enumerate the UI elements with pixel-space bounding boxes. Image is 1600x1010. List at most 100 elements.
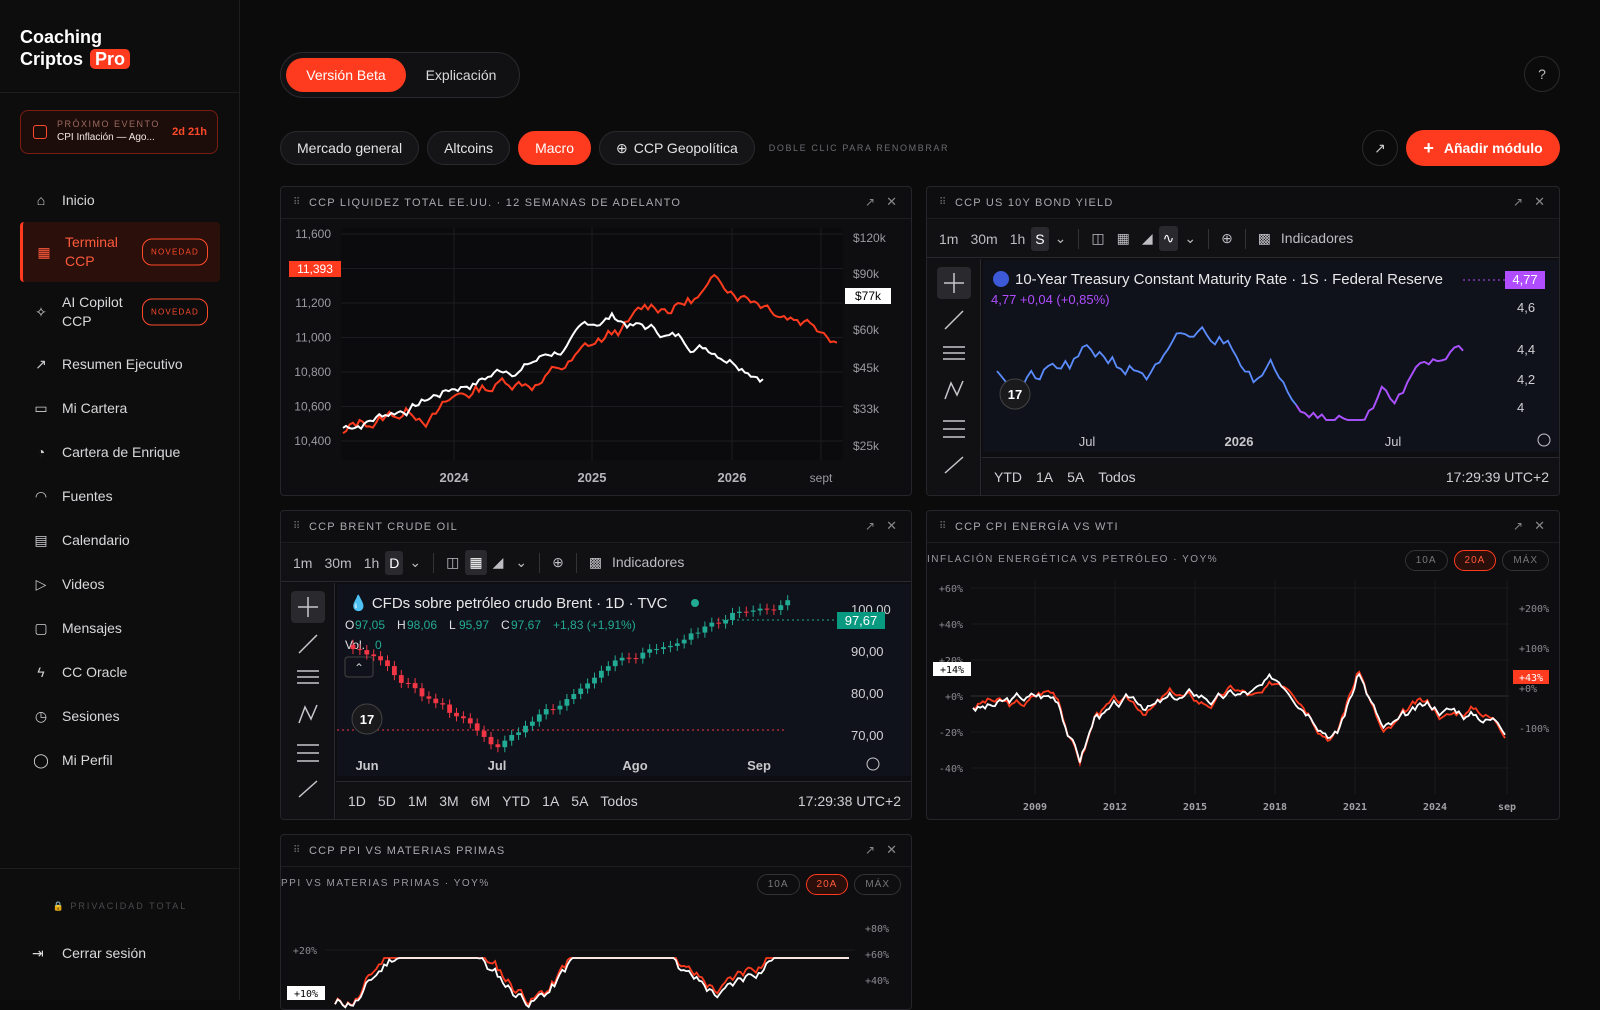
range-ytd[interactable]: YTD xyxy=(502,792,531,809)
brush-icon[interactable] xyxy=(944,456,964,474)
range-5d[interactable]: 5D xyxy=(377,792,396,809)
range-10a[interactable]: 10A xyxy=(1404,550,1448,571)
drag-handle-icon[interactable]: ⠿ xyxy=(293,845,300,856)
panel-header[interactable]: ⠿ CCP BRENT CRUDE OIL ↗ ✕ xyxy=(281,511,911,543)
sidebar-item-calendar[interactable]: ▤ Calendario xyxy=(20,518,220,562)
logout-button[interactable]: ⇥ Cerrar sesión xyxy=(32,945,146,962)
close-icon[interactable]: ✕ xyxy=(886,194,897,209)
line-icon[interactable]: ∿ xyxy=(1158,226,1179,251)
interval-1m[interactable]: 1m xyxy=(293,554,313,571)
tab-altcoins[interactable]: Altcoins xyxy=(427,131,511,165)
interval-30m[interactable]: 30m xyxy=(324,554,352,571)
bond-yield-chart[interactable]: 10-Year Treasury Constant Maturity Rate … xyxy=(983,260,1560,452)
panel-header[interactable]: ⠿ CCP LIQUIDEZ TOTAL EE.UU. · 12 SEMANAS… xyxy=(281,187,911,219)
tab-ccp-geopolítica[interactable]: ⊕ CCP Geopolítica xyxy=(599,131,755,165)
range-max[interactable]: MÁX xyxy=(854,874,901,895)
range-ytd[interactable]: YTD xyxy=(994,468,1022,485)
sidebar-item-play[interactable]: ▷ Videos xyxy=(20,562,220,606)
area-icon[interactable]: ◢ xyxy=(1141,230,1153,246)
range-1a[interactable]: 1A xyxy=(542,792,560,809)
sidebar-item-pie[interactable]: ◔ Cartera de Enrique xyxy=(20,430,220,474)
range-5a[interactable]: 5A xyxy=(571,792,589,809)
explain-tab[interactable]: Explicación xyxy=(425,67,497,83)
interval-1h[interactable]: 1h xyxy=(363,554,380,571)
expand-icon[interactable]: ↗ xyxy=(1512,195,1523,209)
range-6m[interactable]: 6M xyxy=(470,792,491,809)
add-indicator-icon[interactable]: ⊕ xyxy=(552,554,564,570)
add-indicator-icon[interactable]: ⊕ xyxy=(1221,230,1233,246)
range-20a[interactable]: 20A xyxy=(805,874,849,895)
brand-logo[interactable]: Coaching Criptos Pro xyxy=(20,26,131,70)
fullscreen-button[interactable]: ↗ xyxy=(1362,130,1398,166)
bars-icon[interactable]: ◫ xyxy=(446,554,460,570)
candles-icon[interactable]: ▦ xyxy=(465,550,487,575)
add-module-button[interactable]: + Añadir módulo xyxy=(1406,130,1560,166)
brent-chart[interactable]: 💧 CFDs sobre petróleo crudo Brent · 1D ·… xyxy=(337,584,912,776)
next-event-card[interactable]: PRÓXIMO EVENTO CPI Inflación — Ago... 2d… xyxy=(20,110,218,154)
panel-header[interactable]: ⠿ CCP PPI VS MATERIAS PRIMAS ↗ ✕ xyxy=(281,835,911,867)
tab-mercado-general[interactable]: Mercado general xyxy=(280,131,420,165)
sidebar-item-message[interactable]: ▢ Mensajes xyxy=(20,606,220,650)
chevron-down-icon[interactable]: ⌄ xyxy=(1054,230,1067,246)
close-icon[interactable]: ✕ xyxy=(886,518,897,533)
ppi-chart[interactable]: +20%+80%+60%+40%+10%+17% xyxy=(281,898,912,1010)
sidebar-item-bolt[interactable]: ϟ CC Oracle xyxy=(20,650,220,694)
close-icon[interactable]: ✕ xyxy=(1534,194,1545,209)
tab-macro[interactable]: Macro xyxy=(518,131,591,165)
range-max[interactable]: MÁX xyxy=(1502,550,1549,571)
sidebar-item-user[interactable]: ◯ Mi Perfil xyxy=(20,738,220,782)
panel-header[interactable]: ⠿ CCP US 10Y BOND YIELD ↗ ✕ xyxy=(927,187,1559,219)
chevron-down-icon[interactable]: ⌄ xyxy=(515,554,528,570)
settings-icon[interactable] xyxy=(1537,433,1551,447)
sidebar-item-wallet[interactable]: ▭ Mi Cartera xyxy=(20,386,220,430)
candles-icon[interactable]: ▦ xyxy=(1116,230,1130,246)
beta-tab[interactable]: Versión Beta xyxy=(286,58,406,92)
drag-handle-icon[interactable]: ⠿ xyxy=(293,521,300,532)
range-1m[interactable]: 1M xyxy=(407,792,428,809)
settings-icon[interactable] xyxy=(866,757,880,771)
cpi-wti-chart[interactable]: +60% +40% +20% +0% -20% -40% +200% +100% +0% -100… xyxy=(927,574,1560,820)
chevron-down-icon[interactable]: ⌄ xyxy=(1184,230,1197,246)
crosshair-icon[interactable] xyxy=(944,273,964,293)
interval-1h[interactable]: 1h xyxy=(1009,230,1026,247)
interval-1m[interactable]: 1m xyxy=(939,230,959,247)
interval-selected[interactable]: S xyxy=(1031,226,1049,251)
fib-icon[interactable] xyxy=(297,670,319,684)
trendline-icon[interactable] xyxy=(298,634,318,654)
range-all[interactable]: Todos xyxy=(1098,468,1136,485)
range-5a[interactable]: 5A xyxy=(1067,468,1085,485)
expand-icon[interactable]: ↗ xyxy=(864,843,875,857)
chevron-down-icon[interactable]: ⌄ xyxy=(409,554,422,570)
pattern-icon[interactable] xyxy=(944,380,964,400)
range-all[interactable]: Todos xyxy=(600,792,638,809)
area-icon[interactable]: ◢ xyxy=(492,554,504,570)
close-icon[interactable]: ✕ xyxy=(1534,518,1545,533)
drag-handle-icon[interactable]: ⠿ xyxy=(293,197,300,208)
brush-icon[interactable] xyxy=(298,780,318,798)
interval-selected[interactable]: D xyxy=(385,550,404,575)
liquidity-chart[interactable]: 11,60011,40011,20011,00010,80010,60010,4… xyxy=(281,220,912,496)
sidebar-item-grid[interactable]: ▦ Terminal CCP NOVEDAD xyxy=(20,222,220,282)
expand-icon[interactable]: ↗ xyxy=(1512,519,1523,533)
expand-icon[interactable]: ↗ xyxy=(864,519,875,533)
drag-handle-icon[interactable]: ⠿ xyxy=(939,197,946,208)
indicators-button[interactable]: ▩ Indicadores xyxy=(583,554,697,571)
measure-icon[interactable] xyxy=(943,420,965,438)
panel-header[interactable]: ⠿ CCP CPI ENERGÍA VS WTI ↗ ✕ xyxy=(927,511,1559,543)
range-1a[interactable]: 1A xyxy=(1036,468,1054,485)
trendline-icon[interactable] xyxy=(944,310,964,330)
range-20a[interactable]: 20A xyxy=(1453,550,1497,571)
sidebar-item-trend[interactable]: ↗ Resumen Ejecutivo xyxy=(20,342,220,386)
collapse-legend-button[interactable] xyxy=(344,656,374,678)
range-3m[interactable]: 3M xyxy=(439,792,459,809)
crosshair-icon[interactable] xyxy=(298,597,318,617)
sidebar-item-session[interactable]: ◷ Sesiones xyxy=(20,694,220,738)
pattern-icon[interactable] xyxy=(298,704,318,724)
indicators-button[interactable]: ▩ Indicadores xyxy=(1252,230,1366,247)
interval-30m[interactable]: 30m xyxy=(970,230,998,247)
expand-icon[interactable]: ↗ xyxy=(864,195,875,209)
help-icon[interactable]: ? xyxy=(1524,56,1560,92)
bars-icon[interactable]: ◫ xyxy=(1091,230,1105,246)
drag-handle-icon[interactable]: ⠿ xyxy=(939,521,946,532)
close-icon[interactable]: ✕ xyxy=(886,842,897,857)
